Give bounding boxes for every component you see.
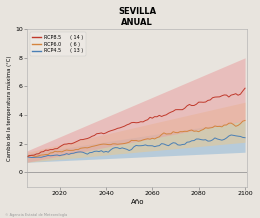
X-axis label: Año: Año xyxy=(131,199,144,204)
Legend: RCP8.5      ( 14 ), RCP6.0      ( 6 ), RCP4.5      ( 13 ): RCP8.5 ( 14 ), RCP6.0 ( 6 ), RCP4.5 ( 13… xyxy=(30,32,86,56)
Y-axis label: Cambio de la temperatura máxima (°C): Cambio de la temperatura máxima (°C) xyxy=(7,55,12,161)
Text: © Agencia Estatal de Meteorología: © Agencia Estatal de Meteorología xyxy=(5,213,67,217)
Title: SEVILLA
ANUAL: SEVILLA ANUAL xyxy=(118,7,156,27)
